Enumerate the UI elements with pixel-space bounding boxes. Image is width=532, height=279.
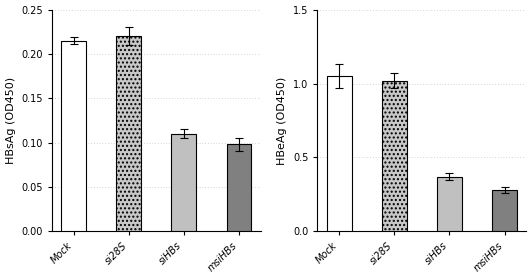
- Bar: [171, 134, 196, 232]
- Bar: [117, 36, 141, 232]
- Bar: [61, 41, 86, 232]
- Bar: [492, 190, 517, 232]
- Bar: [327, 76, 352, 232]
- Y-axis label: HBsAg (OD450): HBsAg (OD450): [5, 77, 15, 164]
- Y-axis label: HBeAg (OD450): HBeAg (OD450): [278, 76, 287, 165]
- Bar: [227, 145, 251, 232]
- Bar: [382, 81, 407, 232]
- Bar: [437, 177, 462, 232]
